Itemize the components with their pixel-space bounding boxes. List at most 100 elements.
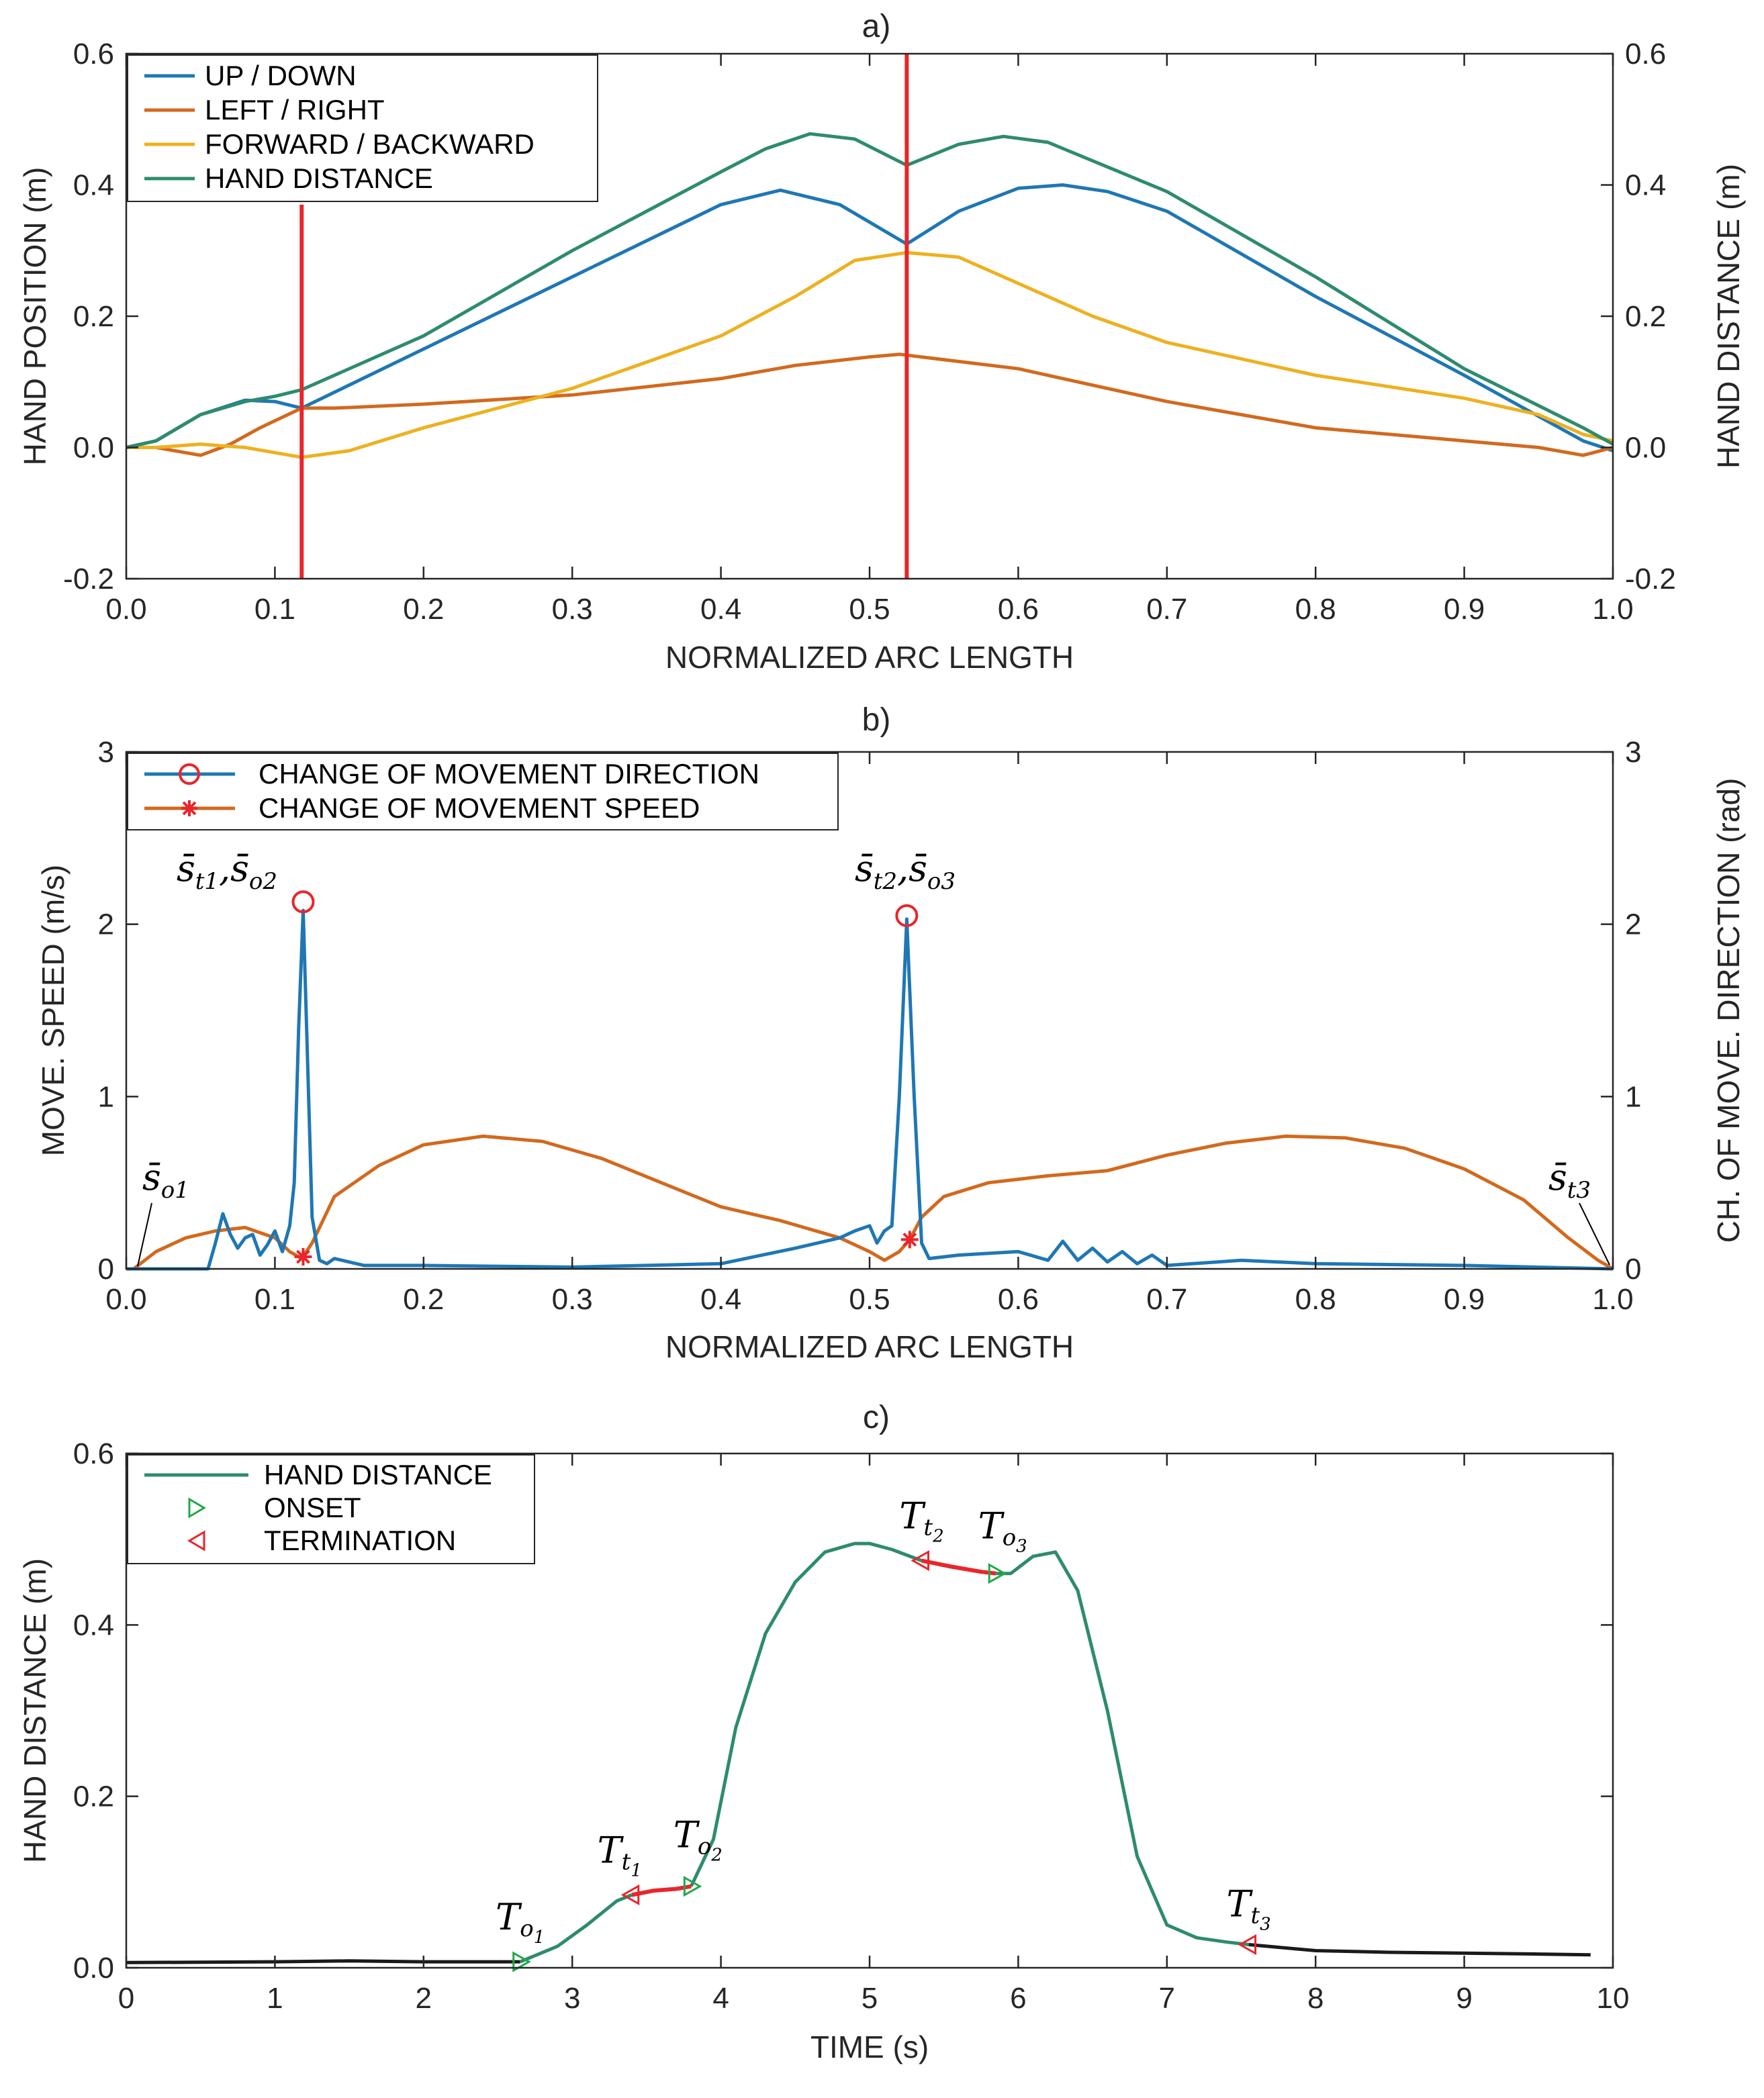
- x-tick-label: 0.5: [849, 1283, 890, 1316]
- y-tick-label: 0.6: [73, 38, 114, 70]
- annotation-sub: o: [698, 1833, 711, 1860]
- x-tick-label: 0.8: [1295, 1283, 1336, 1316]
- transition-segment-2: [921, 1558, 996, 1576]
- annotation-peak-1: s̄t1,s̄o2: [177, 847, 277, 895]
- panel-b-y-ticks-right: 0 1 2 3: [1625, 736, 1641, 1286]
- x-tick-label: 2: [416, 1982, 432, 2015]
- x-tick-label: 6: [1010, 1982, 1026, 2015]
- x-tick-label: 10: [1597, 1982, 1630, 2015]
- panel-b-y-ticks: 0 1 2 3: [98, 736, 1613, 1286]
- annotation-sub: t: [622, 1848, 631, 1875]
- x-tick-label: 9: [1456, 1982, 1472, 2015]
- onset-marker-2: [683, 1876, 702, 1897]
- x-tick-label: 1.0: [1592, 593, 1633, 626]
- termination-marker-3: [1238, 1934, 1257, 1956]
- panel-c-xlabel: TIME (s): [810, 2030, 929, 2064]
- y-tick-label: 1: [98, 1080, 114, 1113]
- y-tick-label-right: 2: [1625, 908, 1641, 941]
- y-tick-label-right: 0.2: [1625, 300, 1666, 333]
- x-tick-label: 0.2: [403, 593, 444, 626]
- x-tick-label: 0.6: [998, 1283, 1039, 1316]
- speed-minimum-marker-1: [294, 1248, 312, 1266]
- legend-marker-onset: [188, 1497, 206, 1519]
- panel-a-title: a): [862, 9, 891, 44]
- y-tick-label: 3: [98, 736, 114, 769]
- legend-label-hand-distance-c: HAND DISTANCE: [264, 1459, 492, 1490]
- annotation-sub: t: [923, 1515, 933, 1541]
- panel-c-ylabel: HAND DISTANCE (m): [17, 1558, 52, 1863]
- annotation-end: s̄t3: [1548, 1156, 1610, 1266]
- y-tick-label-right: 0.6: [1625, 38, 1666, 70]
- panel-c-x-ticks: 0 1 2 3 4 5 6 7 8 9 10: [118, 1453, 1630, 2015]
- panel-b-plot-lines: [126, 908, 1614, 1271]
- y-tick-label-right: -0.2: [1625, 563, 1676, 595]
- annotation-subsub: 3: [1016, 1537, 1027, 1557]
- y-tick-label-right: 0.0: [1625, 432, 1666, 465]
- panel-a-y-ticks: -0.2 0.0 0.2 0.4 0.6: [63, 38, 1613, 595]
- x-tick-label: 0.6: [998, 593, 1039, 626]
- y-tick-label-right: 1: [1625, 1080, 1641, 1113]
- x-tick-label: 0.0: [105, 593, 146, 626]
- annotation-subsub: 2: [932, 1527, 944, 1547]
- panel-c-plot-lines: [126, 1541, 1591, 1964]
- legend-label-hand-distance: HAND DISTANCE: [205, 162, 433, 194]
- annotation-start-leader: [137, 1202, 152, 1267]
- annotation-sub: o: [520, 1915, 533, 1942]
- series-speed-line: [132, 1134, 1614, 1271]
- x-tick-label: 0.9: [1444, 593, 1485, 626]
- x-tick-label: 5: [862, 1982, 878, 2015]
- panel-b-ylabel-right: CH. OF MOVE. DIRECTION (rad): [1711, 778, 1746, 1243]
- x-tick-label: 0.9: [1444, 1283, 1485, 1316]
- x-tick-label: 0.5: [849, 593, 890, 626]
- moving-segment-2: [690, 1541, 923, 1887]
- idle-segment-after: [1248, 1943, 1591, 1957]
- x-tick-label: 0.7: [1146, 593, 1187, 626]
- speed-marker-stroke: [902, 1232, 917, 1247]
- annotation-base: T: [899, 1495, 926, 1537]
- panel-b-x-ticks: 0.0 0.1 0.2 0.3 0.4 0.5 0.6 0.7 0.8 0.9 1.0: [105, 752, 1634, 1316]
- legend-marker-speed: [181, 800, 197, 816]
- annotation-o3: To3: [978, 1505, 1027, 1557]
- panel-c-markers: [512, 1550, 1257, 1972]
- y-tick-label: 2: [98, 908, 114, 941]
- y-tick-label: 0.0: [73, 1952, 114, 1985]
- legend-label-left-right: LEFT / RIGHT: [205, 94, 385, 126]
- panel-a-legend-box: [127, 54, 598, 202]
- annotation-o2: To2: [674, 1814, 723, 1866]
- panel-a-boundary-lines: [299, 54, 909, 579]
- annotation-peak-2-text: s̄t2,s̄o3: [855, 847, 956, 895]
- x-tick-label: 0.0: [105, 1283, 146, 1316]
- y-tick-label-right: 0.4: [1625, 169, 1666, 202]
- annotation-base: T: [1226, 1883, 1253, 1925]
- y-tick-label: 0.2: [73, 1780, 114, 1813]
- legend-label-up-down: UP / DOWN: [205, 60, 357, 91]
- legend-label-direction: CHANGE OF MOVEMENT DIRECTION: [259, 758, 759, 790]
- annotation-base: T: [598, 1829, 624, 1871]
- legend-label-termination: TERMINATION: [264, 1525, 456, 1556]
- annotation-subsub: 1: [631, 1860, 642, 1880]
- termination-marker-2: [911, 1550, 929, 1572]
- panel-b-annotations: s̄t1,s̄o2 s̄t2,s̄o3 s̄o1 s̄t3: [137, 847, 1610, 1267]
- x-tick-label: 0.3: [552, 593, 593, 626]
- x-tick-label: 1: [267, 1982, 283, 2015]
- y-tick-label: 0.4: [73, 169, 114, 202]
- x-tick-label: 0.7: [1146, 1283, 1187, 1316]
- idle-segment-before: [126, 1959, 520, 1964]
- transition-segment-1: [631, 1884, 692, 1897]
- annotation-peak-1-text: s̄t1,s̄o2: [177, 847, 277, 895]
- panel-b-xlabel: NORMALIZED ARC LENGTH: [665, 1329, 1074, 1364]
- panel-a-ylabel: HAND POSITION (m): [17, 167, 52, 466]
- panel-c-y-ticks: 0.0 0.2 0.4 0.6: [73, 1437, 1613, 1985]
- panel-b-legend: CHANGE OF MOVEMENT DIRECTION CHANGE OF M…: [127, 753, 839, 830]
- x-tick-label: 1.0: [1592, 1283, 1633, 1316]
- panel-b-title: b): [862, 702, 891, 738]
- annotation-t2: Tt2: [899, 1495, 943, 1547]
- panel-b-markers: [291, 890, 919, 1266]
- x-tick-label: 0.1: [254, 593, 295, 626]
- x-tick-label: 0.4: [700, 593, 741, 626]
- x-tick-label: 0.3: [552, 1283, 593, 1316]
- annotation-peak-2: s̄t2,s̄o3: [855, 847, 956, 895]
- panel-a: a) 0.0 0.1 0.2 0.3 0.4 0.5 0.6 0.7 0.8 0.9 1.0 -0.…: [17, 9, 1746, 675]
- x-tick-label: 0: [118, 1982, 134, 2015]
- panel-a-xlabel: NORMALIZED ARC LENGTH: [665, 640, 1074, 675]
